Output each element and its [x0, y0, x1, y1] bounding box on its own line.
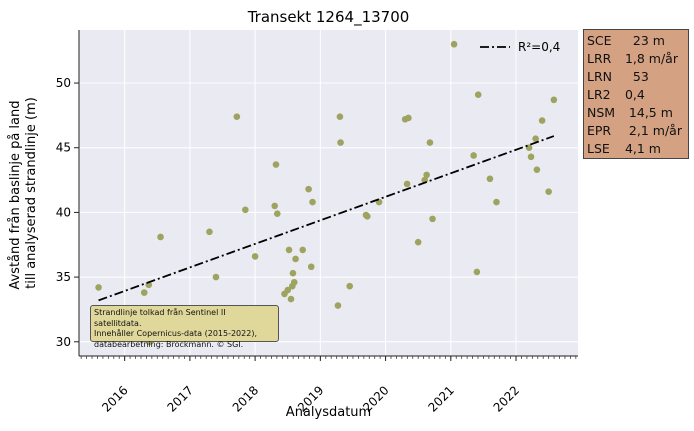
- data-point: [493, 198, 500, 206]
- x-tick-label: 2017: [165, 383, 196, 414]
- data-point: [426, 139, 434, 146]
- data-point: [290, 278, 298, 286]
- stat-value: 53: [617, 69, 649, 84]
- stat-value: 0,4: [617, 87, 645, 102]
- data-point: [292, 255, 299, 263]
- stat-value: 2,1 m/år: [617, 123, 682, 138]
- note-line: Innehåller Copernicus-data (2015-2022),: [94, 329, 257, 338]
- stat-key: LRN: [587, 69, 612, 84]
- stat-row-lse: LSE 4,1 m: [587, 140, 685, 158]
- stat-value: 14,5 m: [617, 105, 673, 120]
- stat-row-lr2: LR2 0,4: [587, 86, 685, 104]
- stat-row-lrn: LRN 53: [587, 68, 685, 86]
- note-line: databearbetning: Brockmann. © SGI.: [94, 339, 244, 349]
- data-point: [307, 263, 315, 271]
- legend: R²=0,4: [480, 40, 560, 54]
- data-point: [285, 246, 293, 254]
- y-axis-label: Avstånd från baslinje på land till analy…: [8, 96, 39, 289]
- stat-value: 1,8 m/år: [617, 51, 678, 66]
- data-point: [486, 175, 494, 183]
- stat-key: NSM: [587, 105, 616, 120]
- stat-key: LRR: [587, 51, 612, 66]
- stat-row-nsm: NSM 14,5 m: [587, 104, 685, 122]
- data-point: [532, 135, 539, 142]
- note-line: Strandlinje tolkad från Sentinel II sate…: [94, 308, 226, 328]
- stat-row-lrr: LRR 1,8 m/år: [587, 50, 685, 68]
- data-point: [271, 202, 278, 210]
- data-point: [334, 302, 342, 309]
- data-point: [157, 233, 164, 241]
- stat-key: LSE: [587, 141, 610, 156]
- data-point: [473, 268, 481, 276]
- data-point: [299, 246, 307, 254]
- trend-line: [98, 135, 555, 302]
- data-point: [289, 269, 297, 277]
- legend-label: R²=0,4: [518, 40, 560, 54]
- stat-key: SCE: [587, 33, 612, 48]
- data-point: [423, 171, 430, 179]
- y-tick-label: 30: [56, 335, 71, 349]
- data-point: [273, 210, 281, 217]
- data-point: [474, 91, 482, 98]
- y-tick-label: 35: [56, 270, 71, 284]
- data-point: [233, 113, 241, 120]
- data-point: [95, 284, 102, 291]
- y-tick-label: 45: [56, 141, 71, 155]
- data-point: [550, 96, 558, 104]
- data-point: [305, 185, 312, 193]
- data-point: [251, 253, 259, 260]
- y-tick-label: 40: [56, 205, 71, 219]
- data-point: [403, 180, 411, 188]
- y-axis-label-line-2: till analyserad strandlinje (m): [24, 97, 39, 289]
- trend-line-group: [98, 135, 555, 302]
- data-point: [212, 273, 220, 281]
- y-tick-label: 50: [56, 76, 71, 90]
- x-tick-label: 2016: [99, 383, 130, 414]
- data-point: [206, 228, 213, 236]
- data-point: [309, 198, 316, 206]
- x-tick-label: 2022: [491, 383, 522, 414]
- data-point: [429, 215, 436, 223]
- data-point: [287, 295, 295, 303]
- data-point: [272, 161, 280, 168]
- data-point: [336, 113, 344, 120]
- grid-lines: [79, 30, 578, 356]
- stat-key: LR2: [587, 87, 611, 102]
- stat-key: EPR: [587, 123, 612, 138]
- data-point: [337, 139, 344, 146]
- stat-value: 23 m: [617, 33, 665, 48]
- chart-title: Transekt 1264_13700: [247, 8, 410, 27]
- data-point: [242, 206, 249, 214]
- stat-value: 4,1 m: [617, 141, 661, 156]
- data-point: [450, 40, 458, 48]
- stat-row-epr: EPR 2,1 m/år: [587, 122, 685, 140]
- data-point: [414, 238, 422, 246]
- data-point: [405, 114, 412, 122]
- x-axis-label: Analysdatum: [286, 405, 371, 420]
- data-point: [527, 153, 535, 161]
- data-point: [364, 212, 371, 220]
- data-point: [140, 289, 148, 296]
- plot-area: [79, 30, 578, 356]
- statistics-box: SCE 23 m LRR 1,8 m/år LRN 53 LR2 0,4 NSM…: [583, 29, 689, 159]
- scatter-points: [95, 40, 558, 346]
- data-source-note: Strandlinje tolkad från Sentinel II sate…: [90, 305, 279, 349]
- data-point: [346, 282, 353, 290]
- data-point: [533, 166, 541, 174]
- data-point: [538, 117, 546, 124]
- data-point: [545, 188, 552, 196]
- stat-row-sce: SCE 23 m: [587, 32, 685, 50]
- x-tick-label: 2018: [230, 383, 261, 414]
- x-tick-label: 2021: [425, 383, 456, 414]
- data-point: [470, 152, 477, 159]
- data-point: [284, 286, 292, 294]
- y-axis-label-line-1: Avstånd från baslinje på land: [8, 100, 23, 289]
